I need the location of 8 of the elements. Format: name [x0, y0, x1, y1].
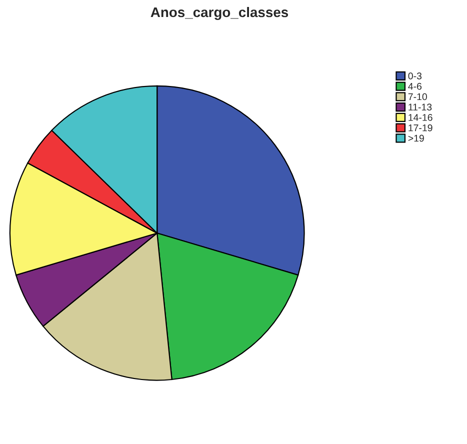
- legend-label: 14-16: [408, 114, 432, 121]
- legend-label: 17-19: [408, 124, 432, 132]
- chart-title: Anos_cargo_classes: [150, 6, 288, 20]
- legend-label: 0-3: [408, 72, 422, 80]
- legend-label: 11-13: [408, 104, 432, 111]
- legend-label: 7-10: [408, 93, 427, 100]
- legend-label: >19: [408, 134, 424, 142]
- legend-label: 4-6: [408, 82, 422, 90]
